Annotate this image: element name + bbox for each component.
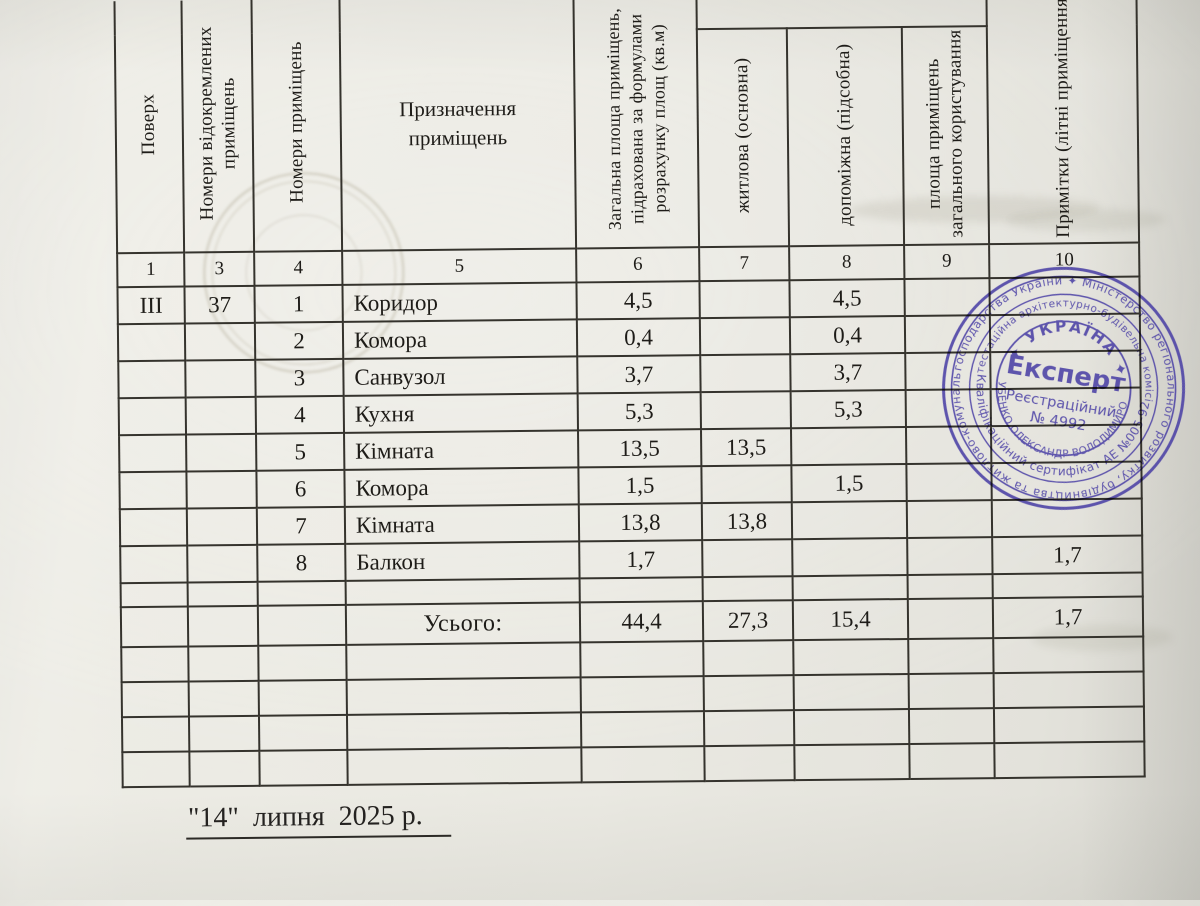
cell-total-area: 5,3 (577, 392, 702, 431)
cell-floor (119, 434, 187, 473)
cell-room-name: Кухня (343, 393, 579, 434)
cell-unit (185, 360, 256, 398)
cell-unit (186, 471, 257, 509)
col-header-separate-units: Номери відокремлених приміщень (181, 0, 255, 253)
col-header-auxiliary: допоміжна (підсобна) (786, 27, 905, 247)
totals-living-area: 27,3 (702, 600, 794, 642)
cell-living-area: 13,8 (701, 502, 793, 541)
cell-unit (186, 508, 258, 546)
cell-aux-area (790, 427, 907, 466)
cell-aux-area (792, 538, 908, 577)
col-number: 8 (789, 245, 905, 281)
cell-room-name: Кімната (344, 504, 580, 545)
cell-aux-area (791, 501, 908, 540)
col-header-room-numbers: Номери приміщень (251, 0, 343, 253)
cell-aux-area: 5,3 (790, 390, 906, 429)
cell-unit (187, 545, 258, 583)
totals-aux-area: 15,4 (792, 599, 909, 641)
col-number: 6 (576, 247, 700, 283)
totals-common-area (907, 598, 994, 640)
cell-floor (119, 471, 187, 510)
col-number: 3 (184, 252, 255, 287)
cell-room-number: 7 (256, 507, 346, 546)
faint-ghost-stamp (181, 150, 426, 395)
cell-total-area: 13,5 (578, 429, 702, 468)
cell-room-number: 1 (254, 285, 343, 324)
cell-living-area (701, 465, 792, 504)
col-number: 4 (254, 251, 343, 287)
expert-round-stamp: господарства України ✦ Міністерство регі… (913, 238, 1200, 539)
col-header-common-area: площа приміщень загального користування (901, 26, 990, 246)
totals-notes: 1,7 (992, 596, 1144, 639)
col-header-notes: Примітки (літні приміщення) (986, 0, 1140, 245)
cell-living-area (699, 280, 790, 319)
group-header-cell (696, 0, 987, 30)
cell-room-number: 8 (257, 544, 346, 583)
col-number: 5 (342, 248, 577, 286)
cell-living-area: 13,5 (701, 428, 792, 467)
cell-aux-area: 0,4 (789, 316, 906, 355)
col-header-floor: Поверх (114, 0, 185, 254)
cell-living-area (702, 539, 793, 578)
cell-unit (186, 434, 257, 472)
cell-room-name: Комора (344, 467, 579, 508)
col-header-purpose: Призначення приміщень (339, 0, 577, 252)
cell-floor (118, 360, 186, 399)
col-number: 1 (117, 252, 185, 288)
cell-room-number: 3 (255, 359, 344, 398)
cell-aux-area: 1,5 (791, 464, 907, 503)
cell-total-area: 0,4 (576, 318, 701, 357)
col-header-living: житлова (основна) (696, 28, 790, 248)
cell-room-name: Комора (342, 319, 578, 360)
cell-total-area: 1,7 (579, 540, 703, 579)
cell-total-area: 1,5 (578, 466, 702, 505)
cell-living-area (700, 354, 791, 393)
cell-living-area (700, 391, 791, 430)
cell-room-name: Балкон (345, 541, 580, 582)
cell-notes: 1,7 (992, 535, 1143, 575)
cell-aux-area: 3,7 (790, 353, 906, 392)
col-number: 7 (699, 246, 790, 282)
cell-common-area (907, 537, 993, 576)
col-header-total-area: Загальна площа приміщень, підрахована за… (573, 0, 700, 249)
cell-floor (119, 508, 188, 547)
cell-floor (120, 545, 188, 584)
totals-total-area: 44,4 (579, 601, 704, 643)
cell-unit: 37 (184, 286, 255, 324)
cell-room-number: 2 (254, 322, 344, 361)
date-line: "14" липня 2025 р. (185, 799, 451, 840)
cell-total-area: 13,8 (578, 503, 703, 542)
cell-total-area: 3,7 (577, 355, 701, 394)
cell-total-area: 4,5 (576, 281, 700, 320)
cell-living-area (699, 317, 791, 356)
cell-unit (185, 397, 257, 435)
totals-label: Усього: (345, 602, 581, 646)
cell-room-number: 4 (255, 396, 345, 435)
cell-floor: ІІІ (117, 286, 185, 325)
cell-room-name: Кімната (344, 430, 579, 471)
cell-room-name: Коридор (342, 282, 577, 323)
cell-room-name: Санвузол (343, 356, 578, 397)
cell-floor (118, 397, 187, 436)
cell-unit (184, 323, 256, 361)
cell-floor (117, 323, 186, 362)
cell-room-number: 5 (256, 433, 345, 472)
cell-aux-area: 4,5 (789, 279, 905, 318)
cell-room-number: 6 (256, 470, 345, 509)
